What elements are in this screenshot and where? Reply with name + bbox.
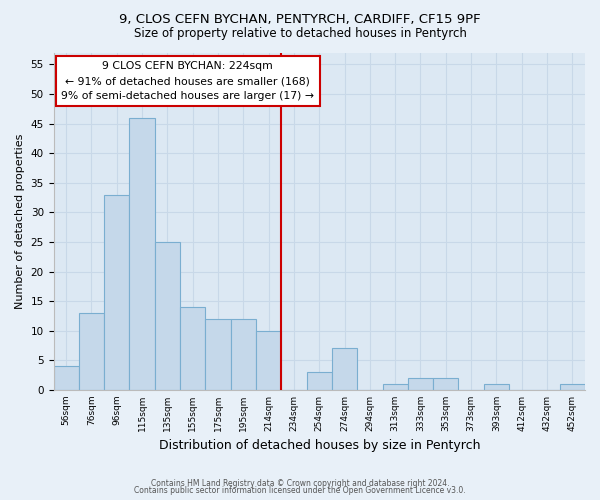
Bar xyxy=(332,348,357,390)
X-axis label: Distribution of detached houses by size in Pentyrch: Distribution of detached houses by size … xyxy=(158,440,480,452)
Bar xyxy=(53,366,79,390)
Text: 9, CLOS CEFN BYCHAN, PENTYRCH, CARDIFF, CF15 9PF: 9, CLOS CEFN BYCHAN, PENTYRCH, CARDIFF, … xyxy=(119,12,481,26)
Bar xyxy=(408,378,433,390)
Bar xyxy=(484,384,509,390)
Bar xyxy=(560,384,585,390)
Bar xyxy=(205,319,230,390)
Text: Contains public sector information licensed under the Open Government Licence v3: Contains public sector information licen… xyxy=(134,486,466,495)
Y-axis label: Number of detached properties: Number of detached properties xyxy=(15,134,25,309)
Text: Size of property relative to detached houses in Pentyrch: Size of property relative to detached ho… xyxy=(134,28,466,40)
Bar xyxy=(307,372,332,390)
Bar xyxy=(130,118,155,390)
Bar xyxy=(433,378,458,390)
Bar xyxy=(79,313,104,390)
Bar xyxy=(230,319,256,390)
Text: Contains HM Land Registry data © Crown copyright and database right 2024.: Contains HM Land Registry data © Crown c… xyxy=(151,478,449,488)
Bar xyxy=(383,384,408,390)
Bar xyxy=(104,194,130,390)
Bar xyxy=(256,330,281,390)
Bar xyxy=(155,242,180,390)
Text: 9 CLOS CEFN BYCHAN: 224sqm
← 91% of detached houses are smaller (168)
9% of semi: 9 CLOS CEFN BYCHAN: 224sqm ← 91% of deta… xyxy=(61,62,314,101)
Bar xyxy=(180,307,205,390)
